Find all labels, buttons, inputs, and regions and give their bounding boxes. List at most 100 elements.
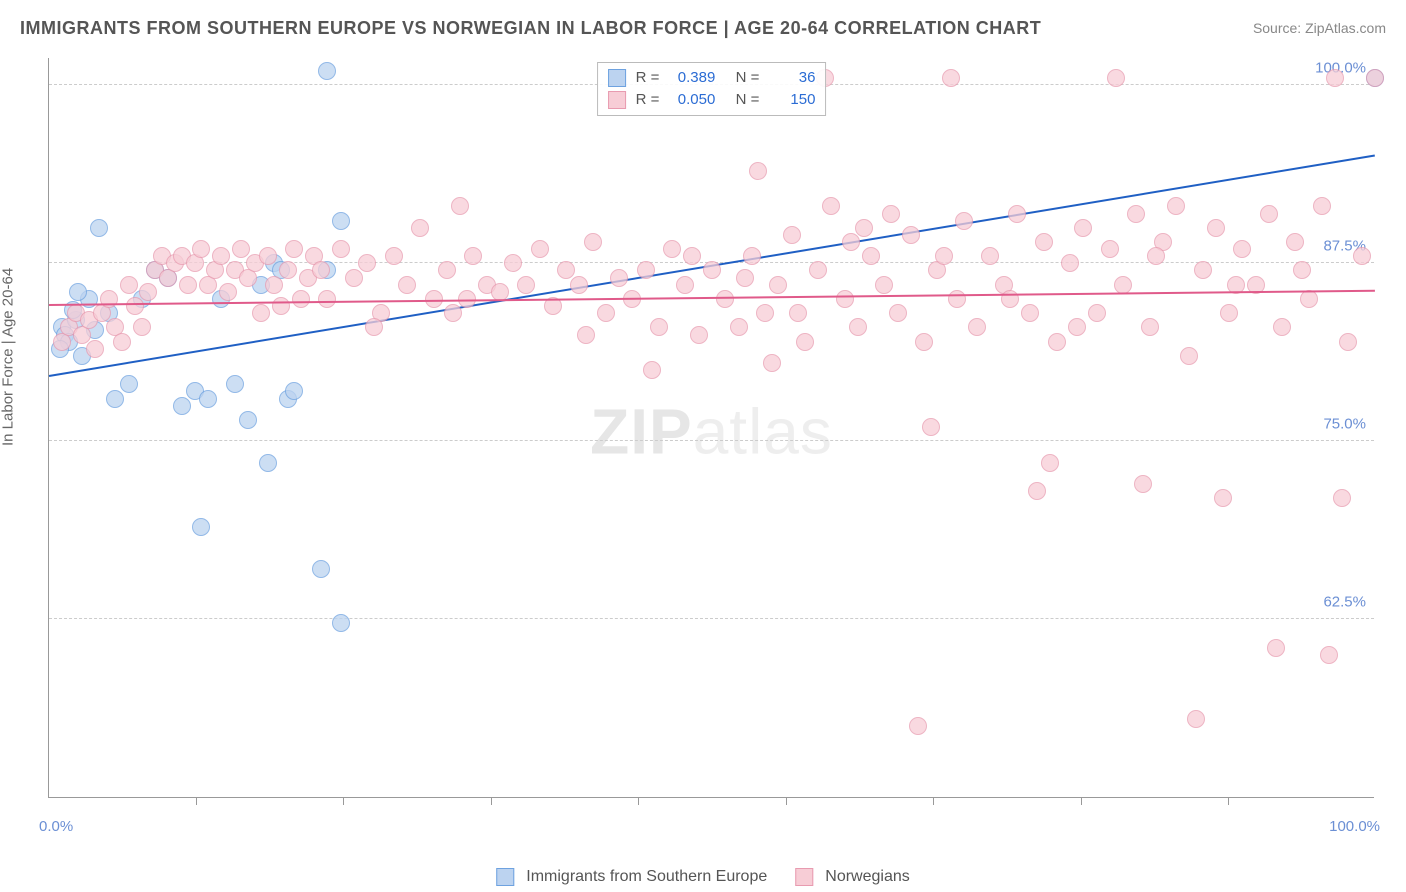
stat-n-value: 36 <box>765 67 815 89</box>
data-point <box>822 197 840 215</box>
data-point <box>265 276 283 294</box>
legend-swatch <box>608 69 626 87</box>
data-point <box>173 397 191 415</box>
data-point <box>703 261 721 279</box>
data-point <box>1194 261 1212 279</box>
gridline-horizontal <box>49 440 1374 441</box>
x-axis-min-label: 0.0% <box>39 818 73 835</box>
data-point <box>226 375 244 393</box>
data-point <box>239 411 257 429</box>
source-name: ZipAtlas.com <box>1305 20 1386 36</box>
legend-swatch <box>608 91 626 109</box>
data-point <box>332 240 350 258</box>
data-point <box>909 717 927 735</box>
legend-label: Norwegians <box>825 868 909 886</box>
data-point <box>1074 219 1092 237</box>
legend-item: Norwegians <box>795 868 909 886</box>
data-point <box>411 219 429 237</box>
data-point <box>272 297 290 315</box>
data-point <box>139 283 157 301</box>
data-point <box>610 269 628 287</box>
data-point <box>365 318 383 336</box>
stat-n-label: N = <box>736 89 760 111</box>
data-point <box>716 290 734 308</box>
legend-stats-row: R =0.050 N =150 <box>608 89 816 111</box>
data-point <box>517 276 535 294</box>
stat-n-label: N = <box>736 67 760 89</box>
data-point <box>842 233 860 251</box>
data-point <box>1101 240 1119 258</box>
data-point <box>1214 489 1232 507</box>
x-tick <box>933 797 934 805</box>
data-point <box>643 361 661 379</box>
data-point <box>1320 646 1338 664</box>
data-point <box>789 304 807 322</box>
data-point <box>1233 240 1251 258</box>
data-point <box>1041 454 1059 472</box>
data-point <box>464 247 482 265</box>
watermark: ZIPatlas <box>590 394 833 468</box>
data-point <box>1326 69 1344 87</box>
data-point <box>763 354 781 372</box>
data-point <box>557 261 575 279</box>
data-point <box>133 318 151 336</box>
data-point <box>637 261 655 279</box>
data-point <box>292 290 310 308</box>
gridline-horizontal <box>49 618 1374 619</box>
data-point <box>1260 205 1278 223</box>
data-point <box>332 212 350 230</box>
stat-r-value: 0.389 <box>665 67 715 89</box>
data-point <box>69 283 87 301</box>
data-point <box>1088 304 1106 322</box>
watermark-bold: ZIP <box>590 395 693 467</box>
data-point <box>968 318 986 336</box>
data-point <box>1366 69 1384 87</box>
data-point <box>120 276 138 294</box>
data-point <box>1035 233 1053 251</box>
data-point <box>90 219 108 237</box>
data-point <box>1339 333 1357 351</box>
data-point <box>882 205 900 223</box>
data-point <box>285 240 303 258</box>
data-point <box>855 219 873 237</box>
source-prefix: Source: <box>1253 20 1305 36</box>
data-point <box>783 226 801 244</box>
data-point <box>769 276 787 294</box>
legend-stats-row: R =0.389 N =36 <box>608 67 816 89</box>
data-point <box>730 318 748 336</box>
legend-label: Immigrants from Southern Europe <box>526 868 767 886</box>
legend-swatch <box>496 868 514 886</box>
data-point <box>584 233 602 251</box>
data-point <box>1187 710 1205 728</box>
data-point <box>749 162 767 180</box>
data-point <box>1300 290 1318 308</box>
y-tick-label: 62.5% <box>1323 594 1366 611</box>
data-point <box>948 290 966 308</box>
x-tick <box>196 797 197 805</box>
data-point <box>849 318 867 336</box>
data-point <box>1353 247 1371 265</box>
data-point <box>113 333 131 351</box>
data-point <box>1333 489 1351 507</box>
data-point <box>219 283 237 301</box>
x-tick <box>1228 797 1229 805</box>
data-point <box>504 254 522 272</box>
data-point <box>663 240 681 258</box>
data-point <box>862 247 880 265</box>
data-point <box>531 240 549 258</box>
x-tick <box>491 797 492 805</box>
data-point <box>1008 205 1026 223</box>
data-point <box>1028 482 1046 500</box>
data-point <box>312 261 330 279</box>
x-axis-max-label: 100.0% <box>1329 818 1380 835</box>
data-point <box>312 560 330 578</box>
data-point <box>192 240 210 258</box>
data-point <box>1180 347 1198 365</box>
data-point <box>1048 333 1066 351</box>
data-point <box>252 304 270 322</box>
data-point <box>915 333 933 351</box>
data-point <box>179 276 197 294</box>
data-point <box>345 269 363 287</box>
data-point <box>1021 304 1039 322</box>
x-tick <box>343 797 344 805</box>
